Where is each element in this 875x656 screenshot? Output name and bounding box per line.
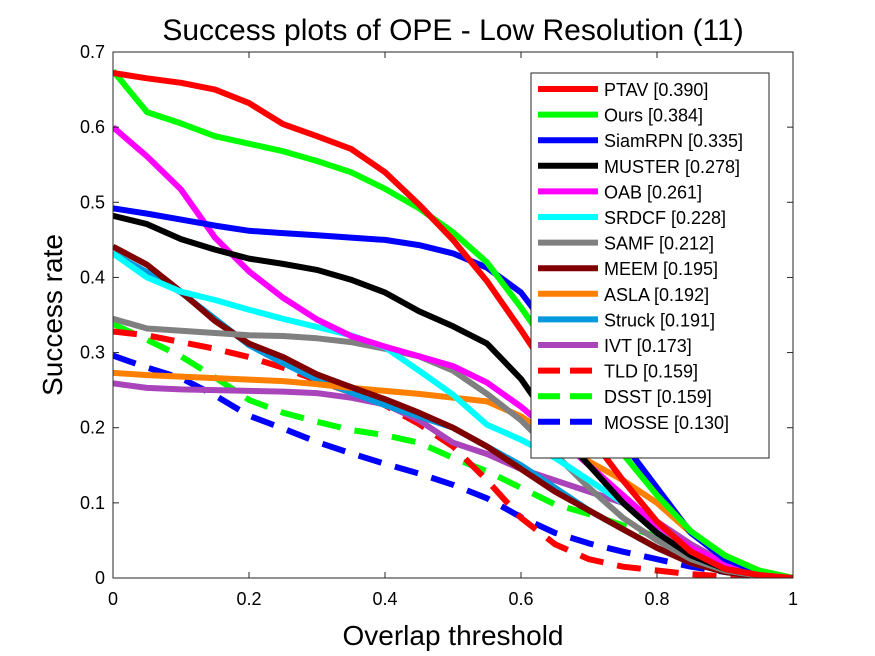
y-tick-label: 0.3 <box>80 343 105 363</box>
y-tick-label: 0 <box>95 568 105 588</box>
legend-label: MUSTER [0.278] <box>604 157 740 177</box>
series-line <box>113 380 793 578</box>
series-line <box>113 70 793 578</box>
series-layer <box>113 68 793 578</box>
y-tick-label: 0.1 <box>80 493 105 513</box>
x-tick-label: 1 <box>788 589 798 609</box>
legend-label: MEEM [0.195] <box>604 259 718 279</box>
y-tick-label: 0.6 <box>80 117 105 137</box>
series-line <box>113 352 793 578</box>
x-tick-label: 0 <box>108 589 118 609</box>
series-line <box>113 328 793 578</box>
legend-items: PTAV [0.390] Ours [0.384] SiamRPN [0.335] M… <box>538 80 743 433</box>
y-tick-label: 0.4 <box>80 267 105 287</box>
x-tick-label: 0.4 <box>372 589 397 609</box>
legend-label: Ours [0.384] <box>604 106 703 126</box>
y-tick-label: 0.2 <box>80 418 105 438</box>
series-line <box>113 243 793 578</box>
legend-label: PTAV [0.390] <box>604 80 708 100</box>
axes-box <box>112 51 794 579</box>
legend-label: SiamRPN [0.335] <box>604 131 743 151</box>
y-tick-label: 0.5 <box>80 192 105 212</box>
legend-label: ASLA [0.192] <box>604 285 709 305</box>
x-tick-label: 0.8 <box>644 589 669 609</box>
y-axis-label: Success rate <box>37 234 68 396</box>
legend-label: IVT [0.173] <box>604 336 692 356</box>
series-line <box>113 315 793 578</box>
y-tick-label: 0.7 <box>80 42 105 62</box>
legend-label: Struck [0.191] <box>604 310 715 330</box>
legend: PTAV [0.390] Ours [0.384] SiamRPN [0.335] M… <box>530 72 770 459</box>
x-axis-label: Overlap threshold <box>342 620 563 651</box>
legend-label: OAB [0.261] <box>604 182 702 202</box>
legend-label: DSST [0.159] <box>604 387 712 407</box>
tick-layer: 0 0.2 0.4 0.6 0.8 1 0 0.1 0.2 0.3 0.4 0.5 0.6 0.7 <box>80 42 798 609</box>
x-tick-label: 0.2 <box>236 589 261 609</box>
legend-label: TLD [0.159] <box>604 362 698 382</box>
series-line <box>113 68 793 578</box>
series-line <box>113 212 793 578</box>
x-tick-label: 0.6 <box>508 589 533 609</box>
legend-label: SAMF [0.212] <box>604 234 714 254</box>
chart-title: Success plots of OPE - Low Resolution (1… <box>162 14 743 47</box>
legend-label: MOSSE [0.130] <box>604 413 729 433</box>
legend-label: SRDCF [0.228] <box>604 208 726 228</box>
